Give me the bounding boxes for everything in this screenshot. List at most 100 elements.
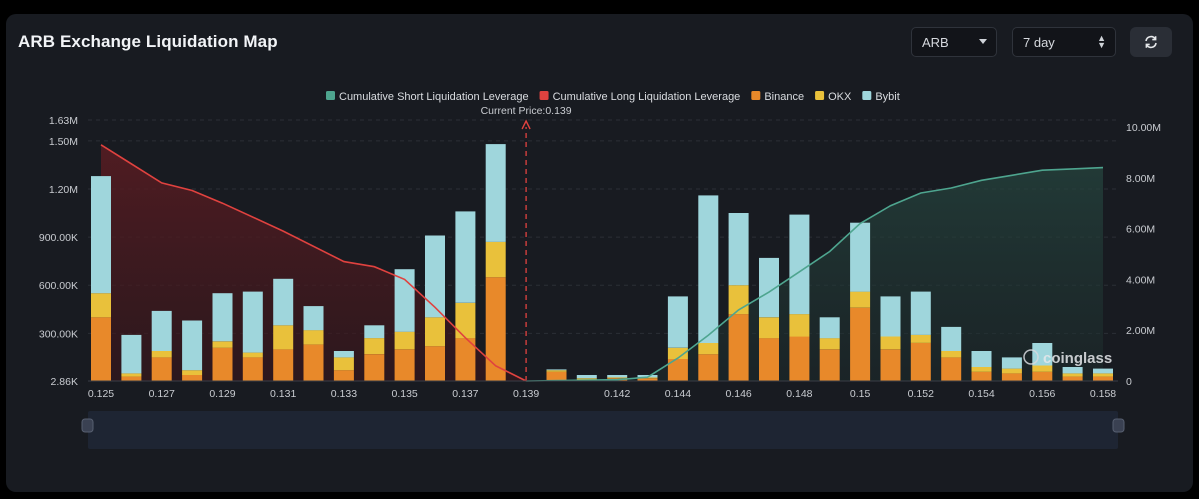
y-left-tick-label: 1.50M bbox=[49, 136, 78, 148]
bar-bybit bbox=[242, 291, 263, 353]
bar-bybit bbox=[971, 351, 992, 367]
bar-bybit bbox=[667, 296, 688, 348]
bar-bybit bbox=[425, 235, 445, 318]
legend-label: Cumulative Long Liquidation Leverage bbox=[553, 91, 741, 103]
x-tick-label: 0.148 bbox=[786, 388, 812, 400]
legend: Cumulative Short Liquidation Leverage Cum… bbox=[326, 91, 900, 103]
bar-bybit bbox=[303, 306, 324, 331]
time-range-value: 7 day bbox=[1023, 34, 1055, 50]
bar-bybit bbox=[850, 222, 871, 292]
y-right-tick-label: 4.00M bbox=[1126, 274, 1155, 286]
zoom-slider-track bbox=[88, 411, 1118, 449]
legend-swatch bbox=[751, 91, 761, 100]
coinglass-logo-icon bbox=[1023, 349, 1039, 365]
asset-select-value: ARB bbox=[922, 34, 949, 50]
bar-binance bbox=[273, 349, 294, 381]
y-right-tick-label: 0 bbox=[1126, 376, 1132, 388]
legend-swatch bbox=[862, 91, 872, 100]
x-tick-label: 0.125 bbox=[88, 388, 114, 400]
bar-binance bbox=[941, 357, 962, 381]
bar-okx bbox=[819, 338, 840, 350]
bar-binance bbox=[425, 346, 445, 381]
legend-label: Cumulative Short Liquidation Leverage bbox=[339, 91, 529, 103]
bar-binance bbox=[880, 349, 901, 381]
x-tick-label: 0.152 bbox=[908, 388, 934, 400]
bar-okx bbox=[698, 343, 719, 355]
bar-binance bbox=[364, 354, 385, 381]
short-leverage-area bbox=[526, 167, 1103, 381]
bar-bybit bbox=[637, 375, 658, 378]
refresh-button[interactable] bbox=[1130, 27, 1172, 57]
y-left-tick-label: 2.86K bbox=[51, 376, 78, 388]
bar-binance bbox=[728, 314, 749, 381]
bar-okx bbox=[303, 330, 324, 345]
bar-bybit bbox=[333, 351, 354, 358]
bar-bybit bbox=[182, 320, 203, 371]
y-right-tick-label: 10.00M bbox=[1126, 122, 1161, 134]
bar-bybit bbox=[880, 296, 901, 337]
bar-okx bbox=[1001, 368, 1022, 374]
x-tick-label: 0.158 bbox=[1090, 388, 1116, 400]
bar-binance bbox=[242, 357, 263, 381]
bar-bybit bbox=[212, 293, 233, 342]
zoom-handle-left[interactable] bbox=[81, 418, 94, 433]
x-tick-label: 0.131 bbox=[270, 388, 296, 400]
x-tick-label: 0.144 bbox=[665, 388, 691, 400]
bar-okx bbox=[850, 291, 871, 308]
bar-bybit bbox=[576, 375, 597, 379]
bar-bybit bbox=[759, 257, 779, 318]
bar-okx bbox=[151, 351, 172, 358]
bar-binance bbox=[910, 343, 931, 381]
bar-binance bbox=[698, 354, 719, 381]
bar-binance bbox=[637, 378, 658, 381]
y-left-tick-label: 1.63M bbox=[49, 115, 78, 127]
bar-binance bbox=[333, 370, 354, 381]
bar-okx bbox=[91, 293, 111, 318]
asset-select[interactable]: ARB bbox=[911, 27, 997, 57]
refresh-icon bbox=[1145, 35, 1157, 49]
bar-bybit bbox=[1062, 367, 1083, 374]
bar-okx bbox=[607, 377, 628, 379]
y-right-tick-label: 8.00M bbox=[1126, 173, 1155, 185]
bar-binance bbox=[212, 347, 233, 381]
bar-binance bbox=[971, 371, 992, 381]
bar-bybit bbox=[698, 195, 719, 343]
bar-binance bbox=[759, 338, 779, 381]
bar-binance bbox=[546, 371, 567, 381]
y-left-tick-label: 900.00K bbox=[39, 232, 78, 244]
bar-okx bbox=[182, 370, 203, 375]
bar-binance bbox=[182, 375, 203, 381]
bar-bybit bbox=[151, 310, 172, 351]
bar-bybit bbox=[607, 375, 628, 378]
bar-binance bbox=[485, 277, 506, 381]
bar-okx bbox=[455, 302, 476, 339]
bar-binance bbox=[819, 349, 840, 381]
bar-binance bbox=[121, 376, 142, 381]
bar-bybit bbox=[728, 213, 749, 286]
page-title: ARB Exchange Liquidation Map bbox=[18, 32, 278, 51]
current-price-label: Current Price:0.139 bbox=[481, 105, 572, 117]
current-price-arrow bbox=[521, 119, 531, 130]
bar-okx bbox=[667, 347, 688, 359]
legend-swatch bbox=[326, 91, 335, 100]
bar-okx bbox=[364, 338, 385, 355]
bar-bybit bbox=[1093, 368, 1113, 374]
bar-binance bbox=[1093, 376, 1113, 381]
time-range-select[interactable]: 7 day ▲ ▼ bbox=[1012, 27, 1116, 57]
bar-bybit bbox=[121, 334, 142, 374]
bar-okx bbox=[242, 352, 263, 358]
bar-okx bbox=[789, 314, 810, 337]
bar-binance bbox=[789, 336, 810, 381]
bar-okx bbox=[273, 325, 294, 350]
x-tick-label: 0.142 bbox=[604, 388, 630, 400]
bar-binance bbox=[1001, 373, 1022, 381]
bar-okx bbox=[333, 357, 354, 371]
bar-okx bbox=[546, 370, 567, 372]
zoom-handle-right[interactable] bbox=[1112, 418, 1125, 433]
legend-label: Bybit bbox=[875, 91, 899, 103]
long-leverage-area bbox=[101, 144, 527, 381]
bar-bybit bbox=[91, 176, 111, 294]
bar-binance bbox=[394, 349, 415, 381]
y-left-tick-label: 600.00K bbox=[39, 280, 78, 292]
bar-binance bbox=[91, 317, 111, 381]
